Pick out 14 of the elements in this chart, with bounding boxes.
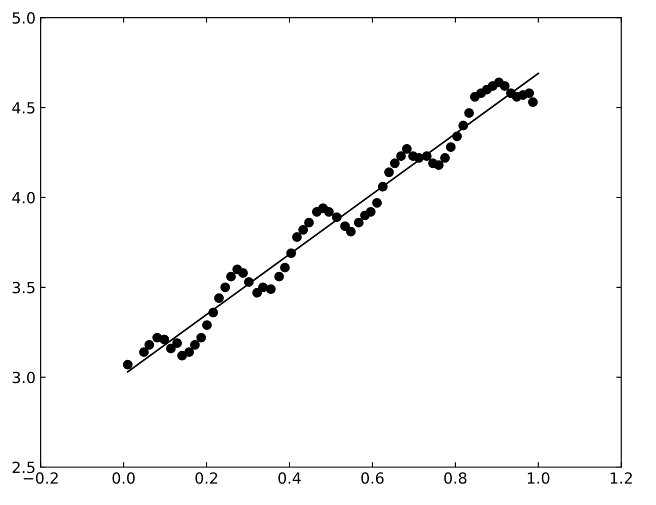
- x-tick-label: 0.4: [278, 472, 301, 484]
- x-tick-label: 0.0: [112, 472, 135, 484]
- y-tick-label: 3.5: [12, 282, 34, 294]
- x-tick-label: −0.2: [24, 472, 58, 484]
- x-tick-label: 0.8: [444, 472, 466, 484]
- y-tick-label: 4.0: [12, 192, 35, 204]
- x-tick-label: 1.0: [528, 472, 550, 484]
- x-tick-label: 0.6: [361, 472, 384, 484]
- y-tick-label: 3.0: [12, 372, 35, 384]
- y-tick-label: 2.5: [12, 462, 34, 474]
- y-tick-label: 4.5: [12, 102, 34, 114]
- x-tick-label: 0.2: [195, 472, 218, 484]
- x-tick-label: 1.2: [610, 472, 632, 484]
- y-tick-label: 5.0: [12, 12, 35, 24]
